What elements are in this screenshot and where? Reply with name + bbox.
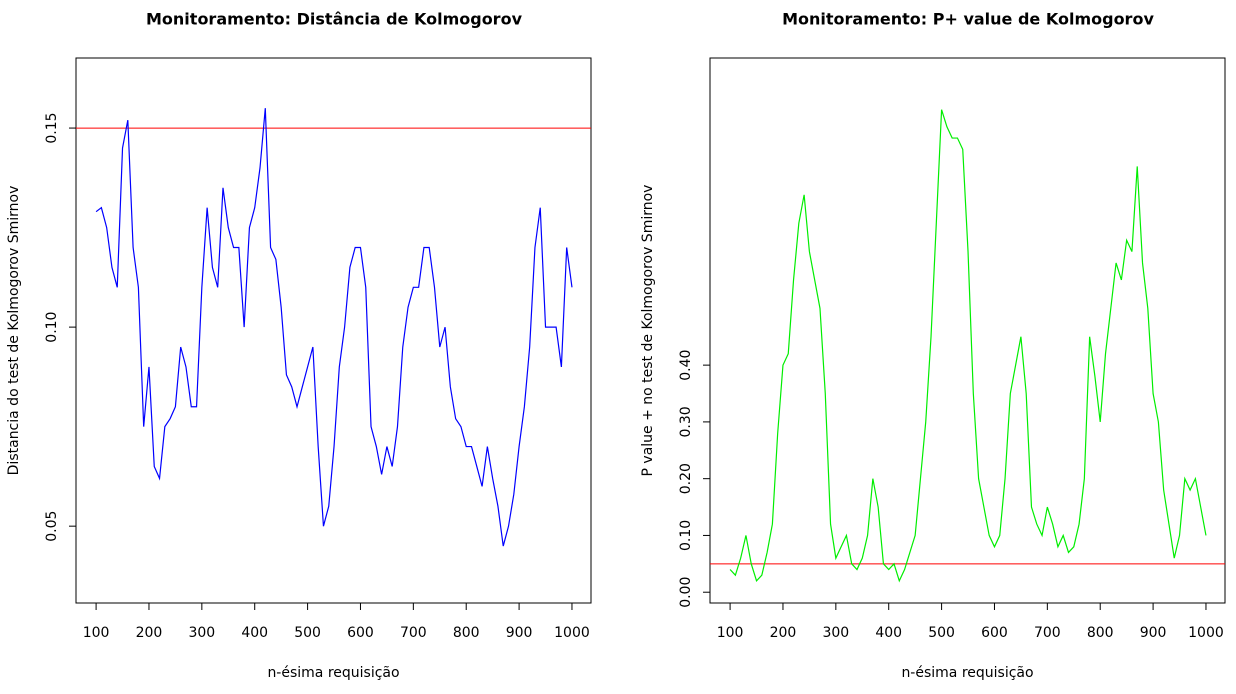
x-tick-label: 400 — [241, 625, 268, 641]
y-tick-label: 0.10 — [44, 312, 60, 343]
x-tick-label: 200 — [136, 625, 163, 641]
x-axis-label: n-ésima requisição — [901, 665, 1033, 681]
x-tick-label: 1000 — [1188, 625, 1224, 641]
chart-title: Monitoramento: P+ value de Kolmogorov — [782, 10, 1154, 29]
x-tick-label: 800 — [1087, 625, 1114, 641]
y-tick-label: 0.05 — [44, 511, 60, 542]
y-tick-label: 0.10 — [678, 520, 694, 551]
x-axis-label: n-ésima requisição — [267, 665, 399, 681]
plot-frame — [709, 57, 1226, 604]
x-tick-label: 100 — [717, 625, 744, 641]
y-tick-label: 0.30 — [678, 406, 694, 437]
x-tick-label: 300 — [188, 625, 215, 641]
x-tick-label: 900 — [506, 625, 533, 641]
y-tick-label: 0.20 — [678, 463, 694, 494]
y-tick-label: 0.00 — [678, 577, 694, 608]
data-line — [729, 109, 1207, 583]
x-tick-label: 400 — [875, 625, 902, 641]
y-tick-label: 0.40 — [678, 350, 694, 381]
y-axis-label: Distancia do test de Kolmogorov Smirnov — [6, 186, 22, 476]
x-tick-label: 600 — [981, 625, 1008, 641]
x-tick-label: 800 — [453, 625, 480, 641]
x-tick-label: 700 — [400, 625, 427, 641]
x-tick-label: 200 — [770, 625, 797, 641]
x-tick-label: 300 — [822, 625, 849, 641]
data-line — [95, 108, 573, 547]
y-tick-label: 0.15 — [44, 112, 60, 143]
y-axis-label: P value + no test de Kolmogorov Smirnov — [640, 185, 656, 477]
x-tick-label: 500 — [928, 625, 955, 641]
x-tick-label: 500 — [294, 625, 321, 641]
chart-title: Monitoramento: Distância de Kolmogorov — [146, 10, 523, 29]
x-tick-label: 700 — [1034, 625, 1061, 641]
x-tick-label: 100 — [83, 625, 110, 641]
plot-frame — [75, 57, 592, 604]
x-tick-label: 1000 — [554, 625, 590, 641]
x-tick-label: 900 — [1140, 625, 1167, 641]
x-tick-label: 600 — [347, 625, 374, 641]
